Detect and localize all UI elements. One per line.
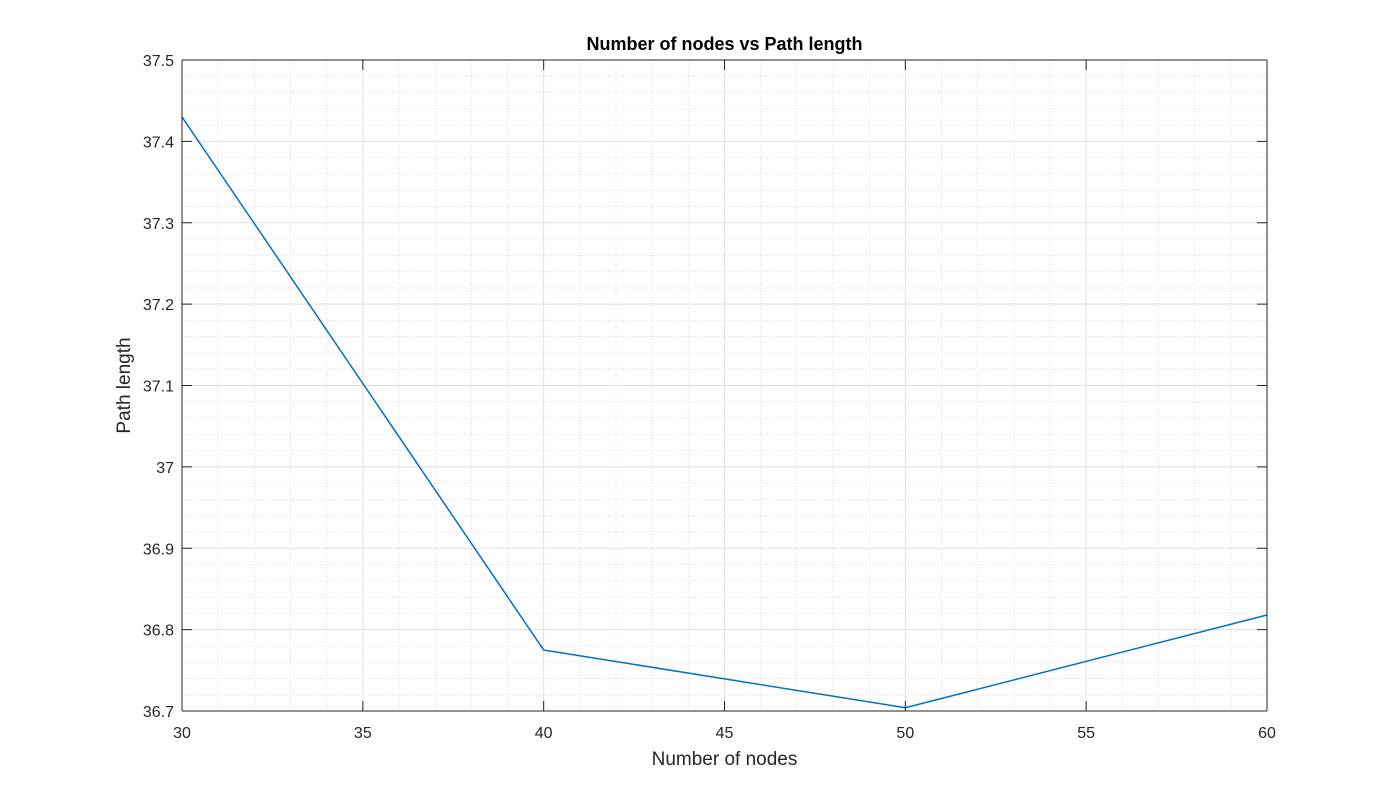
x-tick-label: 35 [354,725,372,742]
x-tick-label: 30 [173,725,191,742]
chart-title: Number of nodes vs Path length [586,34,862,54]
y-tick-label: 36.9 [143,541,174,558]
y-tick-label: 37.2 [143,297,174,314]
x-tick-label: 55 [1077,725,1095,742]
x-axis-label: Number of nodes [652,749,798,770]
y-tick-label: 36.8 [143,623,174,640]
y-tick-label: 37.5 [143,53,174,70]
y-tick-label: 37 [156,460,174,477]
y-tick-label: 36.7 [143,704,174,721]
x-tick-label: 60 [1258,725,1276,742]
y-tick-label: 37.4 [143,134,174,151]
x-tick-label: 40 [535,725,553,742]
y-axis-label: Path length [114,337,135,433]
x-tick-label: 50 [896,725,914,742]
x-tick-label: 45 [716,725,734,742]
y-tick-label: 37.1 [143,379,174,396]
y-tick-label: 37.3 [143,216,174,233]
